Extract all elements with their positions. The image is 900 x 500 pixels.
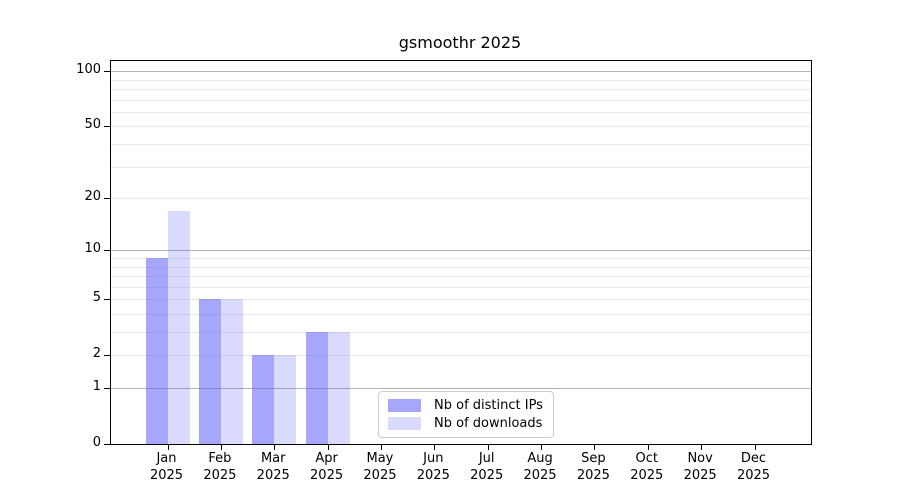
legend-item-downloads: Nb of downloads <box>388 415 543 432</box>
gridline-minor <box>111 286 811 288</box>
x-tick-mark <box>541 444 543 450</box>
gridline-minor <box>111 111 811 113</box>
gridline-minor <box>111 314 811 316</box>
legend: Nb of distinct IPs Nb of downloads <box>378 391 554 438</box>
gridline-minor <box>111 258 811 260</box>
bar-feb-s1 <box>220 299 243 444</box>
legend-label-downloads: Nb of downloads <box>434 416 543 431</box>
y-tick-mark <box>104 126 111 128</box>
gridline-minor <box>111 332 811 334</box>
y-tick-mark <box>104 198 111 200</box>
gridline-minor <box>111 198 811 200</box>
x-tick-label-aug: Aug 2025 <box>523 451 557 483</box>
y-tick-label: 5 <box>92 290 101 306</box>
y-tick-label: 2 <box>92 346 101 362</box>
gridline-minor <box>111 99 811 101</box>
x-tick-mark <box>380 444 382 450</box>
x-tick-mark <box>754 444 756 450</box>
gridline-minor <box>111 299 811 301</box>
x-tick-label-jun: Jun 2025 <box>416 451 450 483</box>
gridline-minor <box>111 79 811 81</box>
y-tick-label: 100 <box>76 62 101 78</box>
gridline-minor <box>111 126 811 128</box>
x-tick-label-mar: Mar 2025 <box>256 451 290 483</box>
y-tick-label: 20 <box>84 189 101 205</box>
x-tick-mark <box>220 444 222 450</box>
bar-mar-s1 <box>274 355 297 444</box>
legend-label-distinct-ips: Nb of distinct IPs <box>434 398 543 413</box>
y-tick-mark <box>104 299 111 301</box>
bar-mar-s0 <box>252 355 275 444</box>
legend-swatch-downloads <box>388 417 421 430</box>
bar-apr-s1 <box>327 332 350 444</box>
bar-jan-s0 <box>145 258 168 444</box>
y-tick-mark <box>104 71 111 73</box>
y-tick-label: 50 <box>84 117 101 133</box>
x-tick-mark <box>434 444 436 450</box>
x-tick-mark <box>701 444 703 450</box>
x-tick-mark <box>327 444 329 450</box>
legend-item-distinct-ips: Nb of distinct IPs <box>388 397 543 414</box>
chart-title: gsmoothr 2025 <box>398 33 522 52</box>
x-tick-label-apr: Apr 2025 <box>310 451 344 483</box>
x-tick-label-sep: Sep 2025 <box>576 451 610 483</box>
y-tick-mark <box>104 388 111 390</box>
plot-area <box>104 60 812 450</box>
x-tick-mark <box>487 444 489 450</box>
x-tick-label-jul: Jul 2025 <box>470 451 504 483</box>
gridline-minor <box>111 266 811 268</box>
x-tick-mark <box>274 444 276 450</box>
x-tick-label-jan: Jan 2025 <box>149 451 184 483</box>
x-tick-label-oct: Oct 2025 <box>630 451 664 483</box>
bar-apr-s0 <box>305 332 328 444</box>
gridline-minor <box>111 166 811 168</box>
x-tick-mark <box>647 444 649 450</box>
x-tick-label-feb: Feb 2025 <box>203 451 237 483</box>
y-tick-label: 0 <box>92 435 101 450</box>
gridline-major <box>111 388 811 390</box>
gridline-minor <box>111 355 811 357</box>
x-tick-mark <box>594 444 596 450</box>
y-tick-mark <box>104 355 111 357</box>
bar-feb-s0 <box>198 299 221 444</box>
x-tick-mark <box>167 444 169 450</box>
gridline-major <box>111 71 811 73</box>
gridline-minor <box>111 144 811 146</box>
x-tick-label-dec: Dec 2025 <box>736 451 771 483</box>
y-axis: 0 1 2 5 10 20 50 100 <box>0 60 101 450</box>
gridline-minor <box>111 89 811 91</box>
gridline-major <box>111 250 811 252</box>
y-tick-mark <box>104 444 111 445</box>
bar-jan-s1 <box>167 210 190 444</box>
y-tick-mark <box>104 250 111 252</box>
gridline-minor <box>111 276 811 278</box>
x-axis: Jan 2025 Feb 2025 Mar 2025 Apr 2025 May 2025… <box>110 450 810 490</box>
x-tick-label-nov: Nov 2025 <box>683 451 717 483</box>
y-tick-label: 1 <box>92 379 101 395</box>
x-tick-label-may: May 2025 <box>363 451 397 483</box>
y-tick-label: 10 <box>84 241 101 257</box>
legend-swatch-distinct-ips <box>388 399 421 412</box>
